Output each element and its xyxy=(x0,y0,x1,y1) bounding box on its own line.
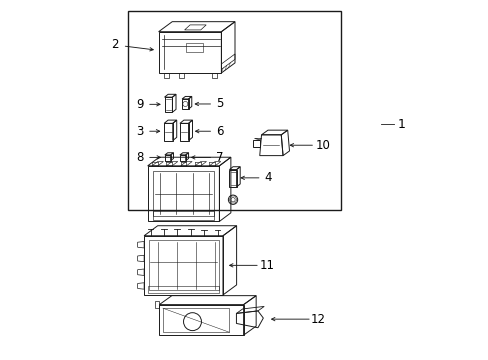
Text: 10: 10 xyxy=(315,139,329,152)
Text: 6: 6 xyxy=(215,125,223,138)
Text: 1: 1 xyxy=(397,118,405,131)
Text: 2: 2 xyxy=(111,38,118,51)
Text: 12: 12 xyxy=(310,312,325,326)
Text: 4: 4 xyxy=(264,171,271,184)
Text: 5: 5 xyxy=(215,98,223,111)
Bar xyxy=(128,12,341,211)
Text: 8: 8 xyxy=(136,151,143,164)
Text: 9: 9 xyxy=(136,98,143,111)
Text: 11: 11 xyxy=(259,259,274,272)
Text: 3: 3 xyxy=(136,125,143,138)
Text: 7: 7 xyxy=(215,151,223,164)
